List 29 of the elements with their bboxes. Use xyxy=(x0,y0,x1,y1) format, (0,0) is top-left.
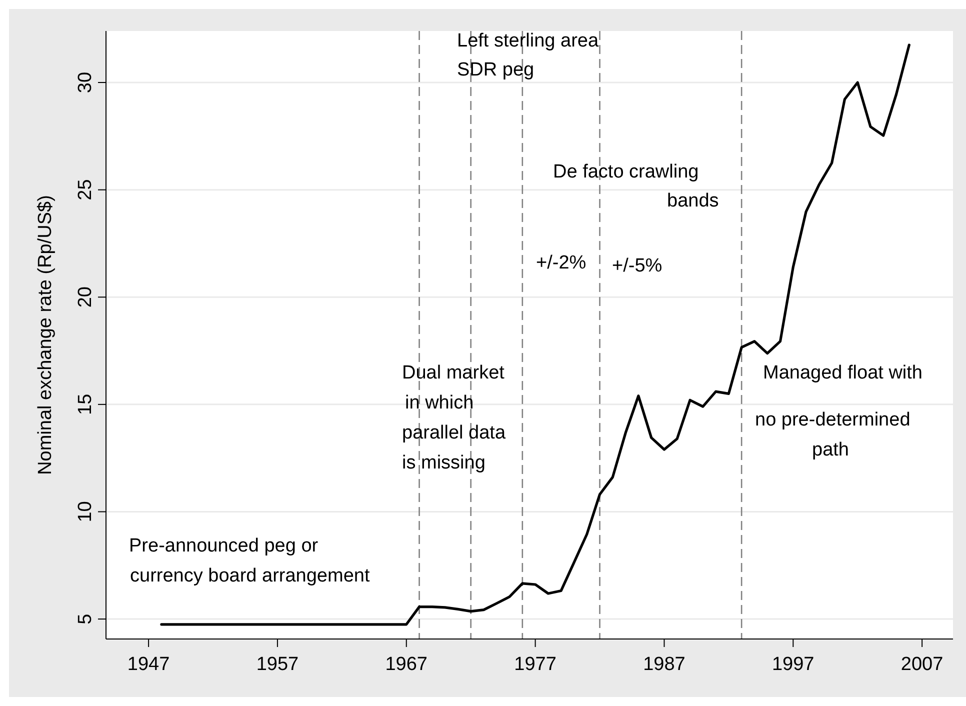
annotation: +/-5% xyxy=(612,256,662,277)
y-tick-label: 10 xyxy=(75,501,96,522)
y-tick-label: 30 xyxy=(75,72,96,94)
annotation: in which xyxy=(405,392,474,414)
annotation: De facto crawling xyxy=(553,162,699,183)
x-tick-label: 2007 xyxy=(900,654,944,675)
annotation: Managed float with xyxy=(763,362,922,384)
annotation: Left sterling area xyxy=(457,30,599,52)
annotation: currency board arrangement xyxy=(130,566,370,587)
annotation: Dual market xyxy=(402,362,506,384)
annotation: SDR peg xyxy=(457,60,534,81)
annotation: bands xyxy=(667,190,719,212)
annotation: is missing xyxy=(402,452,486,474)
x-tick-label: 1977 xyxy=(514,654,556,675)
y-tick-label: 5 xyxy=(75,614,96,624)
y-tick-label: 15 xyxy=(75,394,96,415)
annotation: no pre-determined xyxy=(755,410,910,431)
annotation: +/-2% xyxy=(536,252,586,274)
x-tick-label: 1947 xyxy=(127,654,170,675)
x-tick-label: 1967 xyxy=(385,654,428,675)
y-axis-title: Nominal exchange rate (Rp/US$) xyxy=(35,195,56,475)
annotation: Pre-announced peg or xyxy=(129,536,319,557)
x-tick-label: 1997 xyxy=(772,654,814,675)
y-tick-label: 25 xyxy=(75,179,96,200)
annotation: path xyxy=(812,440,849,461)
x-tick-label: 1987 xyxy=(643,654,686,675)
x-tick-label: 1957 xyxy=(256,654,299,675)
annotation: parallel data xyxy=(402,422,506,444)
y-tick-label: 20 xyxy=(75,286,96,308)
